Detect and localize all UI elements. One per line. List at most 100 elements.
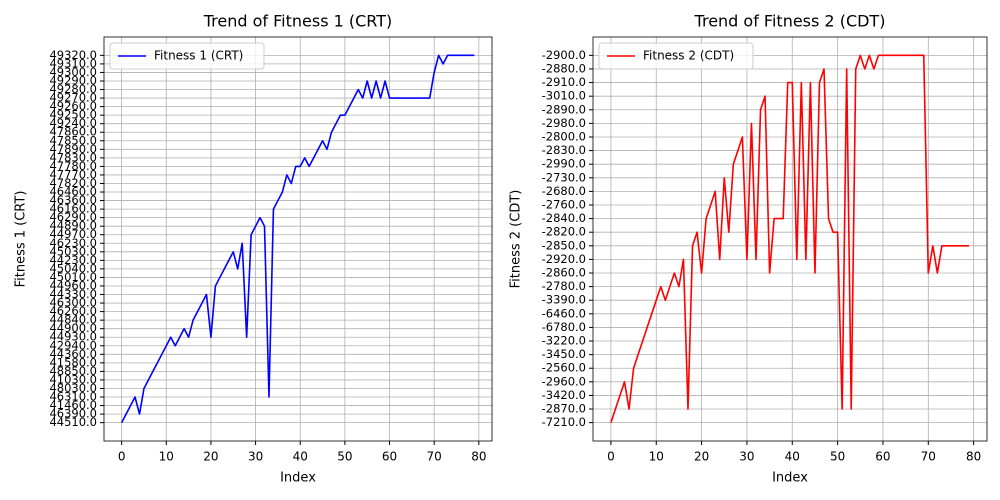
y-tick-label: 45030.0	[49, 244, 97, 258]
y-tick-label: 47770.0	[49, 167, 97, 181]
plot-frame	[103, 36, 493, 442]
y-tick-label: -2880.0	[542, 61, 586, 75]
y-tick-label: 46230.0	[49, 236, 97, 250]
y-tick-label: 44970.0	[49, 227, 97, 241]
y-tick-label: 41030.0	[49, 372, 97, 386]
plot-frame	[592, 36, 988, 442]
legend-label: Fitness 2 (CDT)	[643, 49, 734, 63]
y-tick-label: 47850.0	[49, 133, 97, 147]
y-tick-label: 46260.0	[49, 304, 97, 318]
y-tick-label: -3390.0	[542, 293, 586, 307]
y-tick-label: -2960.0	[542, 374, 586, 388]
legend-box	[109, 42, 265, 70]
x-tick-label: 10	[649, 450, 664, 464]
y-tick-label: 47890.0	[49, 142, 97, 156]
y-tick-label: 46360.0	[49, 193, 97, 207]
y-tick-label: 46300.0	[49, 296, 97, 310]
x-tick-label: 70	[427, 450, 442, 464]
y-tick-label: 47830.0	[49, 150, 97, 164]
x-tick-label: 80	[471, 450, 486, 464]
x-tick-label: 60	[382, 450, 397, 464]
y-tick-label: -2680.0	[542, 184, 586, 198]
y-tick-label: 44890.0	[49, 219, 97, 233]
y-tick-label: 47860.0	[49, 125, 97, 139]
y-tick-label: 49280.0	[49, 82, 97, 96]
y-tick-label: 49240.0	[49, 116, 97, 130]
y-tick-label: 46390.0	[49, 407, 97, 421]
x-tick-label: 20	[694, 450, 709, 464]
y-tick-label: -3450.0	[542, 347, 586, 361]
y-tick-label: -3220.0	[542, 334, 586, 348]
y-tick-label: 48850.0	[49, 364, 97, 378]
y-tick-label: -3010.0	[542, 89, 586, 103]
y-tick-label: -2560.0	[542, 361, 586, 375]
y-tick-label: -2900.0	[542, 48, 586, 62]
y-tick-label: 44930.0	[49, 330, 97, 344]
y-tick-label: -6460.0	[542, 306, 586, 320]
chart-title: Trend of Fitness 2 (CDT)	[694, 12, 886, 31]
y-tick-label: 44960.0	[49, 278, 97, 292]
x-tick-label: 20	[203, 450, 218, 464]
y-tick-label: 44360.0	[49, 347, 97, 361]
y-tick-label: 49310.0	[49, 56, 97, 70]
y-tick-label: 47780.0	[49, 159, 97, 173]
y-tick-label: 44330.0	[49, 287, 97, 301]
legend-label: Fitness 1 (CRT)	[154, 49, 243, 63]
y-tick-label: 45040.0	[49, 261, 97, 275]
y-tick-label: 49250.0	[49, 108, 97, 122]
y-tick-label: -2760.0	[542, 197, 586, 211]
data-line	[120, 54, 475, 424]
y-tick-label: 44230.0	[49, 253, 97, 267]
y-tick-label: 44840.0	[49, 313, 97, 327]
y-tick-label: 41580.0	[49, 355, 97, 369]
y-tick-label: -2990.0	[542, 157, 586, 171]
y-tick-label: 44510.0	[49, 415, 97, 429]
y-tick-label: 49300.0	[49, 65, 97, 79]
y-axis-label: Fitness 2 (CDT)	[509, 190, 524, 289]
data-line	[610, 54, 970, 423]
y-tick-label: -2800.0	[542, 129, 586, 143]
x-tick-label: 40	[293, 450, 308, 464]
y-tick-label: 46310.0	[49, 390, 97, 404]
x-tick-label: 40	[785, 450, 800, 464]
x-tick-label: 0	[607, 450, 615, 464]
y-tick-label: -2920.0	[542, 252, 586, 266]
y-tick-label: 49270.0	[49, 91, 97, 105]
chart-title: Trend of Fitness 1 (CRT)	[203, 12, 393, 31]
y-tick-label: 47820.0	[49, 176, 97, 190]
x-tick-label: 30	[739, 450, 754, 464]
x-tick-label: 70	[921, 450, 936, 464]
y-tick-label: 49290.0	[49, 73, 97, 87]
y-tick-label: -6780.0	[542, 320, 586, 334]
y-axis-label: Fitness 1 (CRT)	[14, 191, 29, 288]
legend-box	[598, 42, 754, 70]
y-tick-label: -3420.0	[542, 388, 586, 402]
x-tick-label: 50	[830, 450, 845, 464]
y-tick-label: 46290.0	[49, 210, 97, 224]
y-tick-label: 48030.0	[49, 381, 97, 395]
x-axis-label: Index	[772, 471, 808, 486]
y-tick-label: 44900.0	[49, 321, 97, 335]
y-tick-label: -2730.0	[542, 170, 586, 184]
x-tick-label: 10	[159, 450, 174, 464]
y-tick-label: 46160.0	[49, 202, 97, 216]
x-axis-label: Index	[280, 471, 316, 486]
y-tick-label: -2820.0	[542, 225, 586, 239]
y-tick-label: -2870.0	[542, 402, 586, 416]
y-tick-label: -2850.0	[542, 238, 586, 252]
y-tick-label: 49320.0	[49, 48, 97, 62]
y-tick-label: 46460.0	[49, 185, 97, 199]
y-tick-label: -2860.0	[542, 266, 586, 280]
y-tick-label: 49260.0	[49, 99, 97, 113]
x-tick-label: 30	[248, 450, 263, 464]
y-tick-label: -2890.0	[542, 102, 586, 116]
y-tick-label: 41460.0	[49, 398, 97, 412]
y-tick-label: -2980.0	[542, 116, 586, 130]
x-tick-label: 0	[118, 450, 126, 464]
x-tick-label: 50	[337, 450, 352, 464]
x-tick-label: 60	[875, 450, 890, 464]
y-tick-label: -2910.0	[542, 75, 586, 89]
y-tick-label: -2830.0	[542, 143, 586, 157]
x-tick-label: 80	[966, 450, 981, 464]
